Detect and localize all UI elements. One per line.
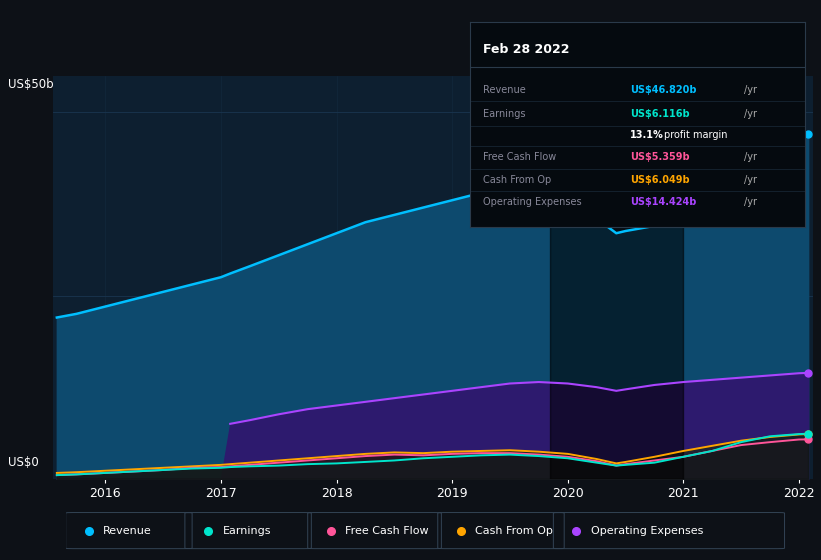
Text: Earnings: Earnings bbox=[483, 109, 525, 119]
Text: /yr: /yr bbox=[745, 109, 757, 119]
Text: profit margin: profit margin bbox=[664, 130, 727, 140]
Text: Free Cash Flow: Free Cash Flow bbox=[483, 152, 557, 162]
Text: US$5.359b: US$5.359b bbox=[631, 152, 690, 162]
Text: /yr: /yr bbox=[745, 197, 757, 207]
Text: Operating Expenses: Operating Expenses bbox=[591, 526, 704, 535]
Text: /yr: /yr bbox=[745, 175, 757, 185]
Text: Cash From Op: Cash From Op bbox=[475, 526, 553, 535]
Text: US$14.424b: US$14.424b bbox=[631, 197, 697, 207]
Text: Revenue: Revenue bbox=[103, 526, 152, 535]
Text: 13.1%: 13.1% bbox=[631, 130, 664, 140]
Text: /yr: /yr bbox=[745, 152, 757, 162]
Text: /yr: /yr bbox=[745, 85, 757, 95]
Text: US$6.049b: US$6.049b bbox=[631, 175, 690, 185]
Text: US$6.116b: US$6.116b bbox=[631, 109, 690, 119]
Text: US$50b: US$50b bbox=[8, 77, 54, 91]
Text: US$46.820b: US$46.820b bbox=[631, 85, 697, 95]
Text: Free Cash Flow: Free Cash Flow bbox=[346, 526, 429, 535]
Text: Revenue: Revenue bbox=[483, 85, 525, 95]
Text: Earnings: Earnings bbox=[222, 526, 271, 535]
Bar bbox=[550, 76, 683, 479]
Text: Feb 28 2022: Feb 28 2022 bbox=[483, 43, 570, 56]
Text: Operating Expenses: Operating Expenses bbox=[483, 197, 581, 207]
Text: US$0: US$0 bbox=[8, 455, 39, 469]
Text: Cash From Op: Cash From Op bbox=[483, 175, 551, 185]
